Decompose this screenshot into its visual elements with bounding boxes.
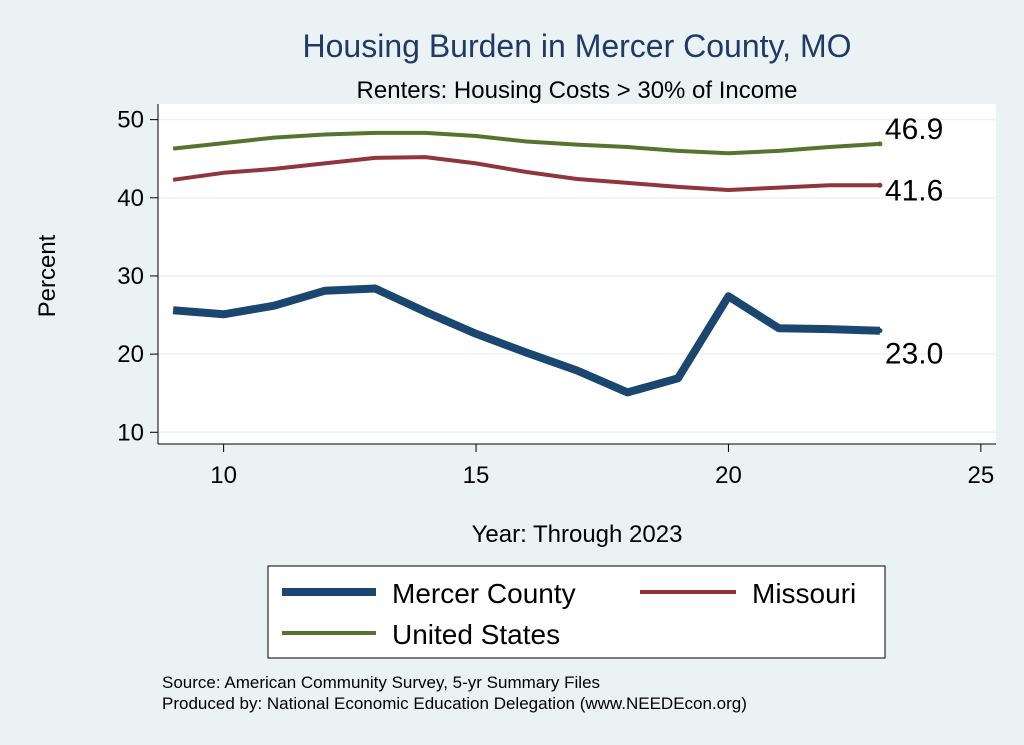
y-tick-label: 40 (117, 185, 144, 212)
end-value-label-1: 41.6 (885, 174, 943, 207)
x-tick-label: 15 (463, 462, 490, 489)
x-axis-ticks: 10 15 20 25 (210, 444, 994, 489)
x-axis-label: Year: Through 2023 (472, 521, 683, 548)
chart-subtitle: Renters: Housing Costs > 30% of Income (357, 77, 798, 104)
end-labels: 23.0 41.6 46.9 (885, 113, 943, 371)
x-tick-label: 20 (715, 462, 742, 489)
end-value-label-0: 23.0 (885, 338, 943, 371)
y-tick-label: 20 (117, 341, 144, 368)
series-end-point-1 (877, 182, 883, 188)
y-tick-label: 10 (117, 419, 144, 446)
y-tick-label: 30 (117, 263, 144, 290)
y-axis-label: Percent (34, 234, 61, 317)
legend-label-us: United States (392, 619, 560, 650)
x-tick-label: 10 (210, 462, 237, 489)
x-tick-label: 25 (968, 462, 995, 489)
end-value-label-2: 46.9 (885, 113, 943, 146)
y-tick-label: 50 (117, 107, 144, 134)
series-line-0 (172, 284, 881, 397)
legend (267, 565, 886, 659)
plot-area (158, 104, 996, 444)
y-axis-ticks: 10 20 30 40 50 (117, 107, 158, 446)
chart-title: Housing Burden in Mercer County, MO (303, 28, 852, 64)
produced-by-note: Produced by: National Economic Education… (162, 694, 747, 713)
series-line-2 (172, 130, 881, 156)
source-note: Source: American Community Survey, 5-yr … (162, 673, 600, 692)
series-line-1 (172, 155, 880, 192)
legend-label-missouri: Missouri (752, 578, 856, 609)
series-end-point-2 (877, 141, 883, 147)
series-end-point-0 (877, 328, 883, 334)
legend-label-mercer: Mercer County (392, 578, 576, 609)
grid-lines (158, 118, 996, 434)
series-lines (172, 130, 883, 397)
